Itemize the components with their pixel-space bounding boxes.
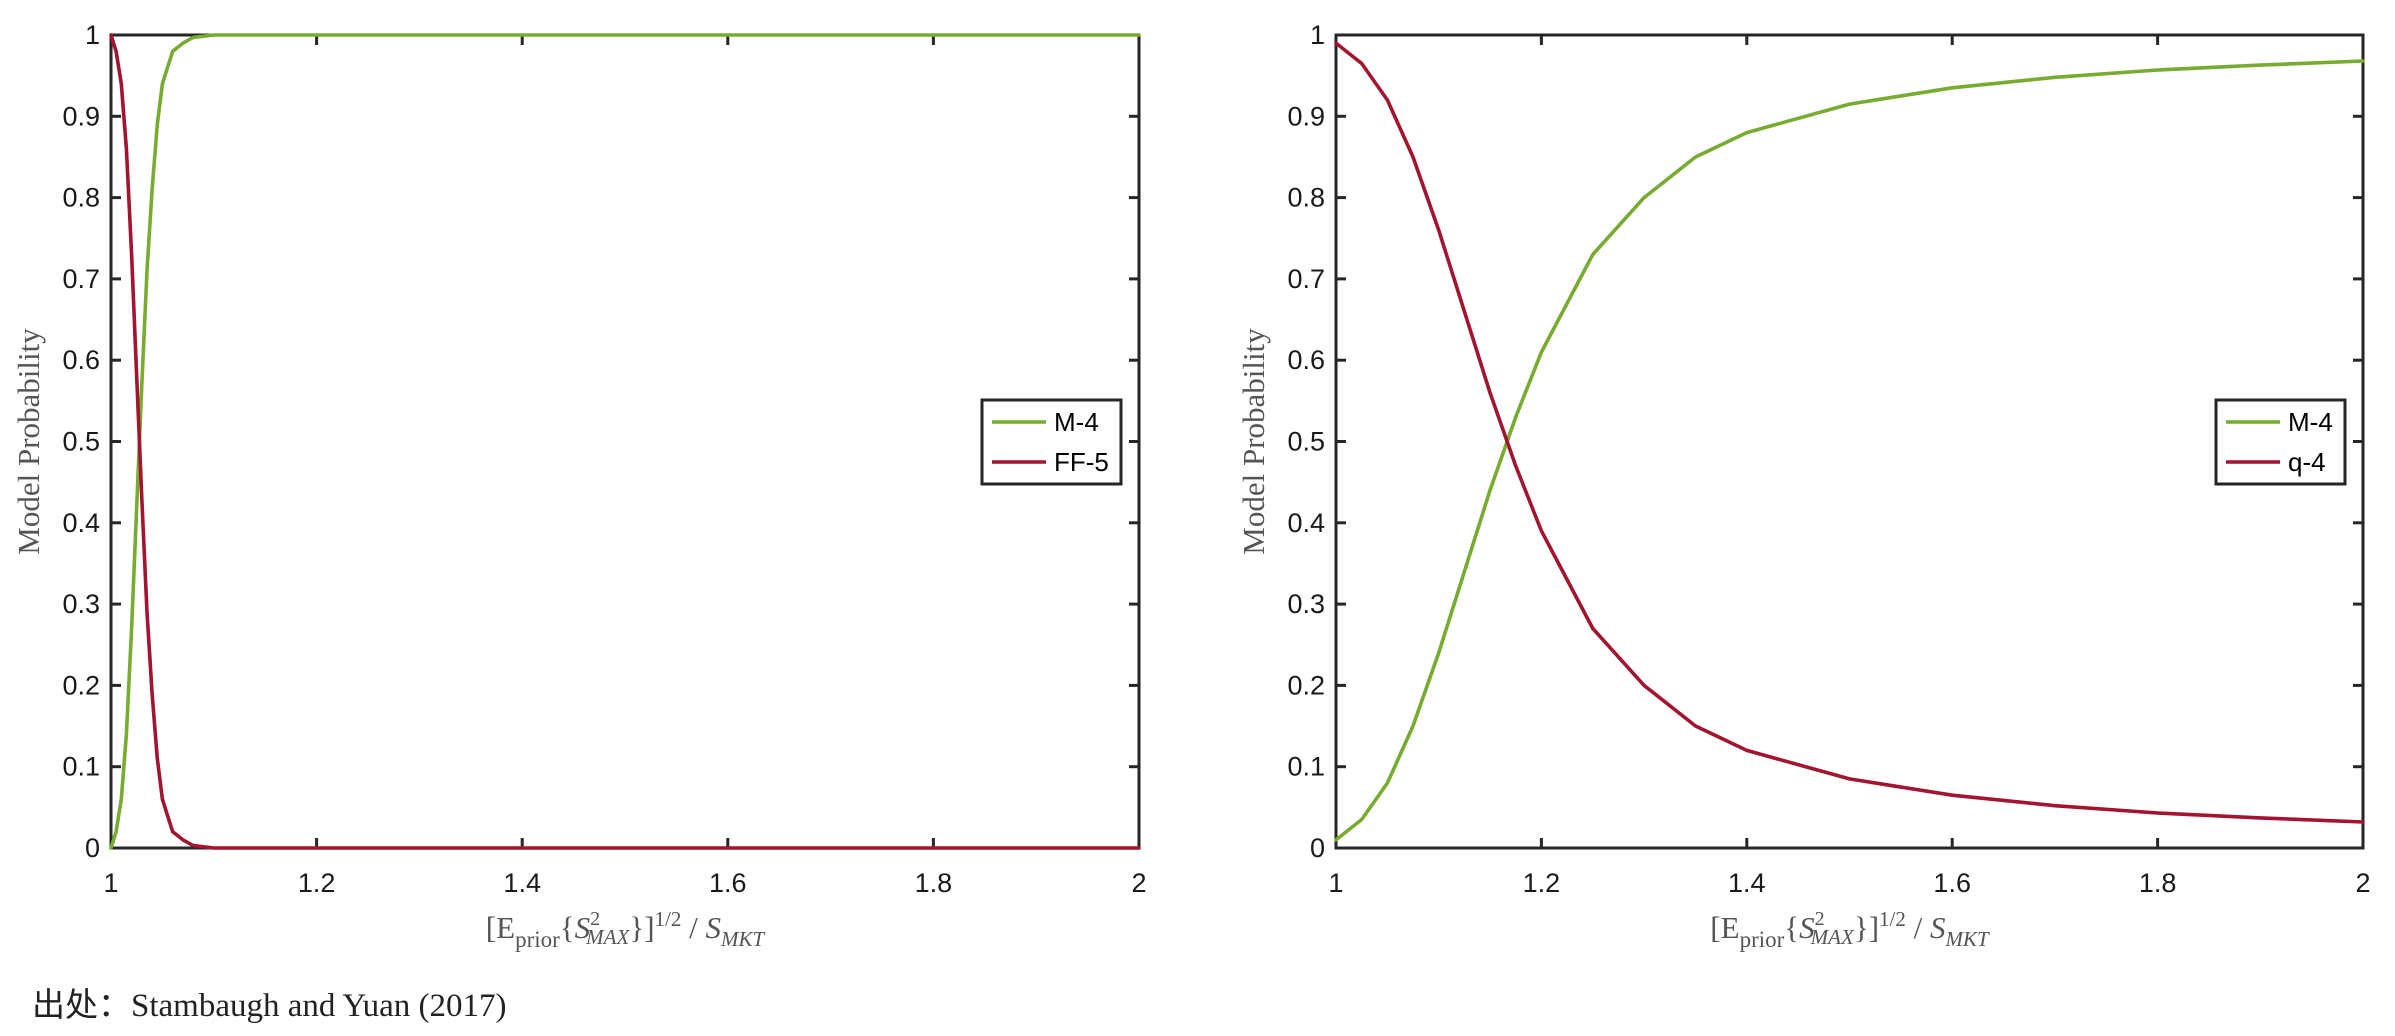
legend: M-4q-4 (2214, 398, 2347, 486)
chart-panel-2: 1 1.2 1.4 1.6 1.8 2 0 0.1 0.2 0.3 0.4 0.5 0.6 0.7 0.8 0… (1236, 20, 2371, 952)
legend-label: FF-5 (1054, 447, 1109, 477)
x-tick-label: 1.6 (709, 868, 747, 898)
plot-frame (1334, 33, 2365, 850)
x-tick-label: 1.4 (1728, 868, 1766, 898)
legend-box (980, 398, 1123, 486)
x-axis-title-part: / (681, 910, 705, 945)
y-tick-label: 1 (1310, 20, 1325, 50)
chart-panel-1: 1 1.2 1.4 1.6 1.8 2 0 0.1 0.2 0.3 0.4 0.5 0.6 0.7 0.8 0… (11, 20, 1147, 952)
x-tick-label: 1.2 (1523, 868, 1561, 898)
source-note: 出处：Stambaugh and Yuan (2017) (32, 988, 507, 1024)
x-axis-title-part: S (575, 910, 591, 945)
y-tick-label: 0.2 (62, 670, 100, 700)
x-axis-title-part: 1/2 (655, 907, 682, 931)
y-tick-label: 0.9 (1287, 101, 1325, 131)
x-axis-title-part: MKT (1945, 927, 1991, 951)
x-axis-title-part: S (706, 910, 722, 945)
x-tick-label: 1 (103, 868, 118, 898)
y-axis-title: Model Probability (1236, 328, 1271, 555)
x-axis-title-part: S (1799, 910, 1815, 945)
y-tick-label: 0 (85, 833, 100, 863)
y-tick-label: 0.7 (1287, 264, 1325, 294)
x-axis-title-part: }] (629, 910, 654, 945)
y-tick-label: 0.7 (62, 264, 100, 294)
series-line-q-4 (1334, 41, 2365, 824)
y-tick-label: 0.1 (62, 752, 100, 782)
y-tick-label: 0.5 (1287, 427, 1325, 457)
y-axis-title: Model Probability (11, 328, 46, 555)
x-tick-label: 1.4 (503, 868, 541, 898)
y-tick-label: 0.9 (62, 101, 100, 131)
y-tick-label: 0.3 (62, 589, 100, 619)
series-line-m-4 (1334, 59, 2365, 842)
y-tick-label: 0.3 (1287, 589, 1325, 619)
x-tick-label: 1.8 (915, 868, 953, 898)
x-axis-title-part: / (1906, 910, 1930, 945)
y-tick-label: 0.1 (1287, 752, 1325, 782)
y-tick-label: 0.2 (1287, 670, 1325, 700)
x-tick-label: 2 (2355, 868, 2370, 898)
x-axis-title: [Eprior{S2 MAX}]1/2 / SMKT (1710, 907, 1990, 952)
x-axis-title-part: MAX (1810, 925, 1855, 949)
y-tick-label: 0.6 (1287, 345, 1325, 375)
x-axis-title-part: MKT (720, 927, 766, 951)
y-tick-label: 0.8 (62, 183, 100, 213)
y-tick-label: 0.6 (62, 345, 100, 375)
legend-box (2214, 398, 2347, 486)
x-tick-label: 1.6 (1933, 868, 1971, 898)
x-tick-label: 1.2 (298, 868, 336, 898)
x-axis-title-part: [E (1710, 910, 1739, 945)
y-tick-label: 0.4 (1287, 508, 1325, 538)
x-axis-title-part: 2 (590, 908, 600, 930)
x-tick-label: 2 (1131, 868, 1146, 898)
x-axis-title: [Eprior{S2 MAX}]1/2 / SMKT (486, 907, 766, 952)
x-axis-title-part: { (560, 910, 575, 945)
legend-label: q-4 (2288, 447, 2326, 477)
y-tick-label: 0.8 (1287, 183, 1325, 213)
y-tick-label: 0.5 (62, 427, 100, 457)
x-axis-title-part: 2 (1815, 908, 1825, 930)
x-axis-title-part: MAX (585, 925, 630, 949)
legend-label: M-4 (2288, 407, 2333, 437)
legend: M-4 FF-5 (980, 398, 1123, 486)
x-axis-title-part: prior (515, 927, 560, 952)
legend-label: M-4 (1054, 407, 1099, 437)
x-axis-title-part: S (1930, 910, 1946, 945)
y-tick-label: 0 (1310, 833, 1325, 863)
plot-frame (109, 33, 1141, 850)
x-axis-title-part: }] (1854, 910, 1879, 945)
series-line-m-4 (109, 33, 1141, 850)
series-line-ff-5 (109, 33, 1141, 850)
x-axis-title-part: 1/2 (1879, 907, 1906, 931)
x-axis-title-part: { (1784, 910, 1799, 945)
y-tick-label: 1 (85, 20, 100, 50)
x-axis-title-part: [E (486, 910, 515, 945)
x-tick-label: 1 (1328, 868, 1343, 898)
x-tick-label: 1.8 (2139, 868, 2177, 898)
x-axis-title-part: prior (1740, 927, 1785, 952)
y-tick-label: 0.4 (62, 508, 100, 538)
